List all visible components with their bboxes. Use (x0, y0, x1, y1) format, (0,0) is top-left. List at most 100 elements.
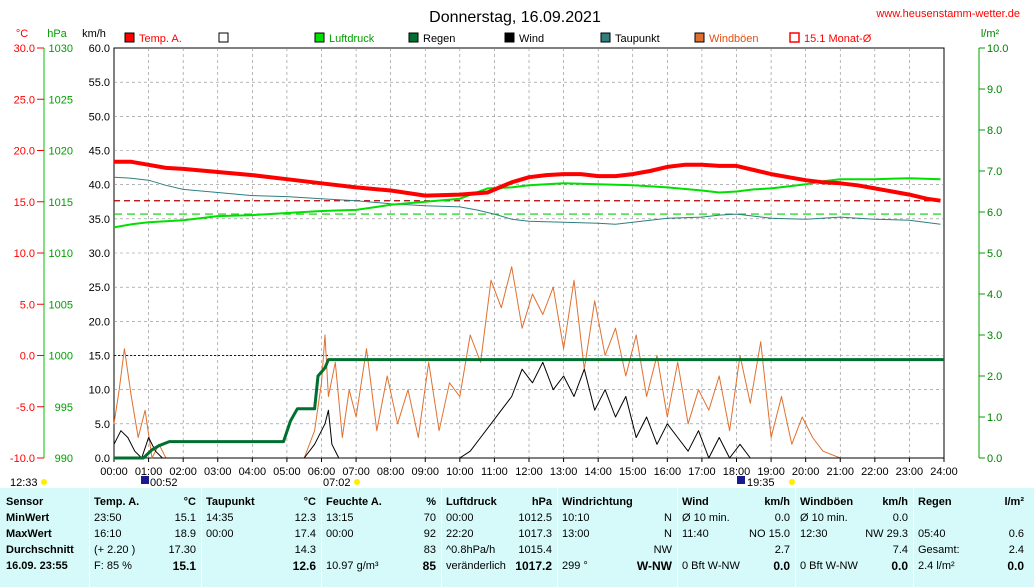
grid (113, 47, 945, 459)
stats-cell-label: 16.09. 23:55 (6, 560, 68, 572)
stats-column: Regen l/m² 05:40 0.6 Gesamt: 2.4 2.4 l/m² 0.0 (918, 488, 1028, 587)
press-tick-label: 995 (55, 402, 73, 414)
wind-tick-label: 15.0 (89, 351, 110, 363)
x-tick-label: 23:00 (896, 466, 924, 478)
legend-label: Luftdruck (329, 33, 375, 45)
stats-column: Wind km/h Ø 10 min. 0.0 11:40 NO 15.0 2.7 0 Bft… (682, 488, 794, 587)
marker-sunset-time: 19:35 (747, 477, 775, 488)
stats-cell-value: 0.0 (892, 512, 908, 524)
marker-time-left: 12:33 (10, 477, 38, 488)
stats-cell-value: 83 (423, 544, 436, 556)
stats-cell-label: 00:00 (446, 512, 474, 524)
wind-tick-label: 0.0 (95, 453, 110, 465)
legend-label: Regen (423, 33, 455, 45)
x-tick-label: 24:00 (930, 466, 958, 478)
temp-tick-label: 20.0 (14, 146, 35, 158)
unit-temp: °C (16, 28, 28, 40)
stats-cell-value: 0.0 (773, 559, 790, 573)
stats-cell-value: 12.3 (294, 512, 316, 524)
rain-tick-label: 0.0 (987, 453, 1002, 465)
stats-header-label: Sensor (6, 496, 44, 508)
rain-tick-label: 2.0 (987, 371, 1002, 383)
x-tick-label: 13:00 (550, 466, 578, 478)
x-tick-label: 04:00 (239, 466, 267, 478)
weather-chart: Donnerstag, 16.09.2021 www.heusenstamm-w… (10, 8, 1020, 488)
stats-separator (913, 488, 914, 587)
stats-cell-value: 1012.5 (518, 512, 552, 524)
rain-tick-label: 8.0 (987, 125, 1002, 137)
temp-tick-label: 15.0 (14, 197, 35, 209)
unit-press: hPa (47, 28, 67, 40)
series-wind (113, 361, 944, 459)
stats-cell-label: 0 Bft W-NW (800, 560, 858, 572)
stats-cell-value: 2.4 (1008, 544, 1024, 556)
press-tick-label: 1030 (49, 43, 73, 55)
wind-tick-label: 20.0 (89, 316, 110, 328)
series-temp-a (114, 159, 941, 203)
stats-cell-label: 22:20 (446, 528, 474, 540)
stats-panel: Sensor MinWert MaxWert Durchschnitt 16.09. 2… (0, 488, 1034, 587)
legend-swatch (694, 32, 705, 43)
stats-cell-label: Ø 10 min. (800, 512, 848, 524)
stats-cell-value: NO 15.0 (749, 528, 790, 540)
stats-cell-value: 92 (423, 528, 436, 540)
legend-swatch (124, 32, 135, 43)
rain-tick-label: 10.0 (987, 43, 1008, 55)
stats-cell-value: 0.0 (1007, 559, 1024, 573)
rain-tick-label: 5.0 (987, 248, 1002, 260)
stats-separator (557, 488, 558, 587)
stats-cell-value: 1017.3 (518, 528, 552, 540)
stats-cell-value: 17.4 (294, 528, 316, 540)
stats-cell-label: 13:15 (326, 512, 354, 524)
x-tick-label: 07:00 (342, 466, 370, 478)
temp-tick-label: 25.0 (14, 94, 35, 106)
legend-swatch (314, 32, 325, 43)
press-tick-label: 1005 (49, 299, 73, 311)
stats-cell-label: Ø 10 min. (682, 512, 730, 524)
stats-cell-label: 23:50 (94, 512, 122, 524)
x-tick-label: 01:00 (135, 466, 163, 478)
stats-cell-label: 12:30 (800, 528, 828, 540)
legend-swatch (600, 32, 611, 43)
temp-tick-label: 0.0 (20, 351, 35, 363)
series-taupunkt (113, 176, 941, 225)
stats-cell-value: NW 29.3 (865, 528, 908, 540)
legend-label: Wind (519, 33, 544, 45)
stats-cell-value: 17.30 (168, 544, 196, 556)
stats-cell-value: NW (653, 544, 672, 556)
stats-cell-label: Durchschnitt (6, 544, 74, 556)
stats-column: Temp. A. °C 23:50 15.1 16:10 18.9 (+ 2.20 ) 17.… (94, 488, 200, 587)
rain-tick-label: 6.0 (987, 207, 1002, 219)
stats-separator (795, 488, 796, 587)
series-regen (114, 358, 944, 460)
legend: Temp. A. Luftdruck Regen Wind Taupunkt Windbö… (124, 32, 872, 45)
chart-title: Donnerstag, 16.09.2021 (429, 9, 601, 26)
press-tick-label: 1020 (49, 146, 73, 158)
stats-cell-label: MaxWert (6, 528, 52, 540)
stats-column: Feuchte A.% 13:15 70 00:00 92 83 10.97 g/m³ 85 (326, 488, 440, 587)
x-tick-label: 05:00 (273, 466, 301, 478)
stats-header-unit: km/h (764, 496, 790, 508)
stats-cell-label: 0 Bft W-NW (682, 560, 740, 572)
x-tick-label: 02:00 (169, 466, 197, 478)
wind-tick-label: 40.0 (89, 180, 110, 192)
unit-wind: km/h (82, 28, 106, 40)
stats-header-label: Luftdruck (446, 496, 497, 508)
stats-cell-value: N (664, 512, 672, 524)
x-tick-label: 16:00 (654, 466, 682, 478)
x-tick-label: 18:00 (723, 466, 751, 478)
moonrise-icon (737, 476, 745, 484)
wind-tick-label: 35.0 (89, 214, 110, 226)
stats-cell-label: 10:10 (562, 512, 590, 524)
stats-separator (89, 488, 90, 587)
x-tick-label: 21:00 (826, 466, 854, 478)
rain-tick-label: 9.0 (987, 84, 1002, 96)
legend-swatch (504, 32, 515, 43)
stats-cell-value: 85 (422, 559, 436, 573)
wind-tick-label: 55.0 (89, 77, 110, 89)
stats-cell-value: W-NW (636, 559, 672, 573)
stats-header-label: Regen (918, 496, 952, 508)
marker-moon-time: 00:52 (150, 477, 178, 488)
stats-cell-value: 7.4 (892, 544, 908, 556)
x-tick-label: 20:00 (792, 466, 820, 478)
